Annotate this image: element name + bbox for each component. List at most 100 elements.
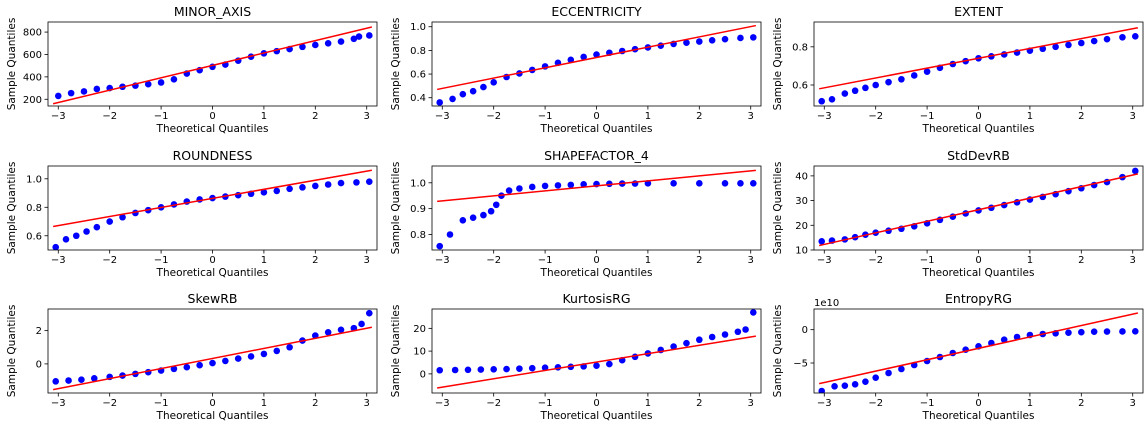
- subplot-title: SHAPEFACTOR_4: [544, 148, 649, 163]
- y-tick-label: 0.8: [410, 230, 426, 241]
- subplot-title: SkewRB: [188, 291, 238, 306]
- sample-point: [469, 87, 477, 95]
- sample-point: [505, 187, 513, 194]
- x-tick-label: −2: [486, 398, 501, 409]
- sample-point: [144, 80, 152, 88]
- y-tick-label: 20: [795, 221, 808, 232]
- subplot-extent: EXTENT −3 −2 −1 0 1 2 3 0.6 0.8 Theoretical Quanti…: [772, 4, 1144, 135]
- x-tick-label: 3: [748, 111, 754, 122]
- x-tick-label: 2: [312, 255, 318, 266]
- sample-point: [670, 343, 677, 350]
- x-tick-label: 2: [312, 398, 318, 409]
- sample-point: [1065, 41, 1072, 49]
- x-axis-label: Theoretical Quantiles: [922, 410, 1035, 422]
- sample-point: [183, 363, 191, 371]
- y-axis-label: Sample Quantiles: [390, 18, 402, 111]
- x-tick-label: 0: [209, 255, 215, 266]
- sample-point: [52, 243, 60, 250]
- sample-point: [580, 53, 587, 61]
- subplot-title: ROUNDNESS: [173, 148, 253, 163]
- x-axis-label: Theoretical Quantiles: [540, 410, 653, 422]
- y-axis-label: Sample Quantiles: [772, 162, 784, 255]
- y-tick-label: 400: [23, 72, 42, 83]
- reference-line: [818, 312, 1139, 385]
- sample-point: [337, 326, 345, 334]
- x-tick-label: 0: [975, 255, 981, 266]
- x-tick-label: 3: [364, 398, 370, 409]
- sample-point: [464, 366, 472, 374]
- sample-point: [312, 41, 319, 49]
- sample-point: [436, 99, 444, 106]
- subplot-title: EXTENT: [954, 4, 1003, 19]
- y-tick-label: 10: [413, 347, 426, 358]
- plot-area: [52, 309, 373, 391]
- y-tick-label: 0.8: [26, 203, 42, 214]
- sample-point: [62, 236, 70, 243]
- y-tick-label: 40: [795, 171, 808, 182]
- sample-point: [841, 90, 849, 97]
- sample-point: [862, 84, 869, 92]
- sample-point: [696, 336, 703, 344]
- sample-point: [541, 182, 549, 190]
- x-axis-label: Theoretical Quantiles: [922, 267, 1035, 279]
- x-tick-label: 0: [209, 398, 215, 409]
- y-tick-label: 20: [413, 324, 426, 335]
- sample-point: [737, 180, 744, 187]
- sample-point: [90, 375, 98, 382]
- x-tick-label: −3: [817, 255, 832, 266]
- sample-point: [459, 216, 467, 224]
- sample-point: [1039, 45, 1047, 53]
- reference-line: [53, 169, 372, 228]
- subplot-title: StdDevRB: [947, 148, 1010, 163]
- reference-line: [52, 26, 373, 105]
- sample-point: [1052, 43, 1059, 51]
- sample-point: [1013, 333, 1021, 341]
- sample-point: [337, 179, 345, 187]
- sample-point: [52, 378, 60, 385]
- sample-point: [93, 85, 101, 93]
- sample-point: [721, 35, 729, 43]
- sample-point: [312, 182, 319, 190]
- reference-line: [437, 169, 756, 203]
- x-axis-label: Theoretical Quantiles: [540, 267, 653, 279]
- x-tick-label: −1: [538, 111, 553, 122]
- y-axis-label: Sample Quantiles: [772, 305, 784, 398]
- sample-point: [1131, 33, 1139, 40]
- sample-point: [358, 320, 365, 328]
- sample-point: [528, 364, 536, 372]
- subplot-title: ECCENTRICITY: [551, 4, 642, 19]
- sample-point: [312, 332, 319, 339]
- sample-point: [541, 364, 549, 372]
- plot-area: [818, 167, 1139, 247]
- x-tick-label: −1: [154, 255, 169, 266]
- sample-point: [157, 79, 165, 86]
- y-tick-label: 200: [23, 95, 42, 106]
- sample-point: [1090, 328, 1098, 335]
- sample-point: [119, 213, 126, 221]
- sample-point: [841, 382, 849, 389]
- x-tick-label: −1: [920, 111, 935, 122]
- x-tick-label: 0: [593, 111, 599, 122]
- subplot-entropyrg: EntropyRG −3 −2 −1 0 1 2 3 −5 0 1e10 Theoretical Qu…: [772, 291, 1144, 422]
- x-axis-label: Theoretical Quantiles: [156, 267, 269, 279]
- sample-point: [487, 207, 495, 215]
- y-tick-label: 0.8: [410, 46, 426, 57]
- sample-point: [446, 231, 454, 238]
- sample-point: [324, 328, 332, 336]
- sample-point: [749, 34, 757, 41]
- sample-point: [299, 43, 306, 51]
- sample-point: [273, 187, 281, 195]
- sample-point: [106, 218, 113, 225]
- sample-point: [554, 182, 562, 189]
- sample-point: [516, 365, 523, 372]
- x-axis-label: Theoretical Quantiles: [156, 123, 269, 135]
- sample-point: [451, 366, 459, 374]
- sample-point: [831, 383, 838, 390]
- plot-area: [818, 26, 1139, 105]
- sample-point: [1131, 167, 1139, 175]
- plot-area: [436, 24, 757, 106]
- x-axis-label: Theoretical Quantiles: [922, 123, 1035, 135]
- sample-point: [898, 365, 905, 373]
- x-tick-label: −3: [435, 111, 450, 122]
- subplot-eccentricity: ECCENTRICITY −3 −2 −1 0 1 2 3 0.4 0.6 0.8 1.0 Theore…: [390, 4, 762, 135]
